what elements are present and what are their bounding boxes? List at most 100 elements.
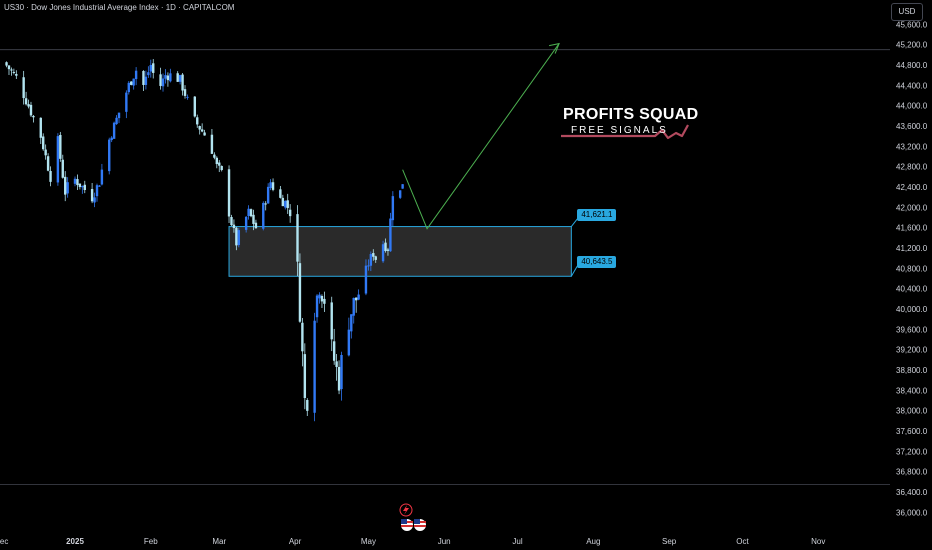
candle-body [296,214,299,262]
candle-body [12,71,16,73]
candle-body [381,244,385,262]
candle-body [220,165,223,171]
candle-body [237,230,241,246]
candles [5,59,404,422]
candle-body [235,227,238,246]
y-tick-label: 37,600.0 [896,427,928,436]
candle-body [227,169,231,217]
candle-body [32,115,35,118]
projection-line[interactable] [402,43,560,230]
event-markers[interactable] [399,503,426,531]
candle-body [398,190,402,198]
candle-body [95,185,99,197]
y-tick-label: 40,400.0 [896,285,928,294]
candle-body [49,170,52,182]
candle-body [83,184,86,191]
y-tick-label: 42,000.0 [896,203,928,212]
candle-body [391,196,395,221]
candle-body [369,254,373,266]
y-tick-label: 36,400.0 [896,488,928,497]
y-tick-label: 43,200.0 [896,142,928,151]
candle-body [323,298,326,304]
candle-body [306,400,309,411]
candle-body [244,216,248,230]
brand-tagline: FREE SIGNALS [571,125,668,136]
candle-body [232,224,236,229]
y-tick-label: 45,600.0 [896,20,928,29]
candle-body [218,162,221,166]
y-tick-label: 40,800.0 [896,264,928,273]
us-flag-icon[interactable] [401,519,413,531]
candle-body [66,182,69,194]
zone-top-price-label[interactable]: 41,621.1 [577,208,617,221]
candle-body [347,329,351,356]
y-tick-label: 43,600.0 [896,122,928,131]
candle-body [24,98,28,105]
candle-body [147,72,150,76]
candle-body [386,249,390,251]
candle-body [76,179,79,186]
candle-body [196,117,199,125]
lightning-icon[interactable] [399,503,413,517]
candle-body [193,96,197,117]
candle-body [389,218,392,252]
currency-button[interactable]: USD [891,3,923,21]
candle-body [64,176,67,195]
y-tick-label: 40,000.0 [896,305,928,314]
horizontal-lines [0,49,890,485]
candle-body [367,265,370,267]
candle-body [320,295,324,302]
zone-bottom-price-label[interactable]: 40,643.5 [577,256,617,269]
candle-body [39,117,42,138]
candle-body [230,216,233,226]
candle-body [29,104,33,116]
y-tick-label: 44,400.0 [896,81,928,90]
candle-body [27,104,30,107]
candle-body [215,157,219,165]
candle-body [354,297,358,301]
candle-body [281,197,285,207]
candle-body [169,73,172,82]
brand-signal-line [561,124,689,140]
y-tick-label: 41,200.0 [896,244,928,253]
candle-body [117,112,121,119]
candle-body [301,322,304,352]
us-flag-icon[interactable] [414,519,426,531]
price-axis[interactable]: 45,600.0 45,200.0 44,800.0 44,400.0 44,000.0… [896,20,928,517]
candle-body [93,197,96,203]
candle-body [127,82,130,93]
y-tick-label: 38,000.0 [896,407,928,416]
x-tick-label: Oct [736,537,749,546]
candle-body [200,129,204,132]
candle-body [178,75,182,82]
candle-body [350,314,353,332]
zone-rectangle[interactable] [228,226,572,277]
y-tick-label: 42,400.0 [896,183,928,192]
candle-body [352,297,355,316]
y-tick-label: 38,800.0 [896,366,928,375]
candle-body [181,74,184,91]
y-tick-label: 44,800.0 [896,61,928,70]
candle-body [152,63,155,73]
candle-body [401,184,404,189]
candle-body [284,200,287,208]
y-tick-label: 42,800.0 [896,163,928,172]
candle-body [279,189,282,198]
candle-body [357,294,360,300]
projection-arrow[interactable] [402,42,560,230]
y-tick-label: 44,000.0 [896,102,928,111]
x-tick-label: ec [0,537,8,546]
candle-body [210,134,214,154]
candle-body [115,117,118,125]
candle-body [100,169,104,185]
candle-body [22,77,25,99]
time-axis[interactable]: ec 2025 Feb Mar Apr May Jun Jul Aug Sep Oct Nov [0,537,825,546]
candle-body [372,253,375,257]
support-zone[interactable] [228,217,579,277]
y-tick-label: 41,600.0 [896,224,928,233]
candle-body [108,139,111,172]
candle-body [59,134,62,159]
x-tick-label: Sep [662,537,677,546]
candle-body [384,242,387,251]
